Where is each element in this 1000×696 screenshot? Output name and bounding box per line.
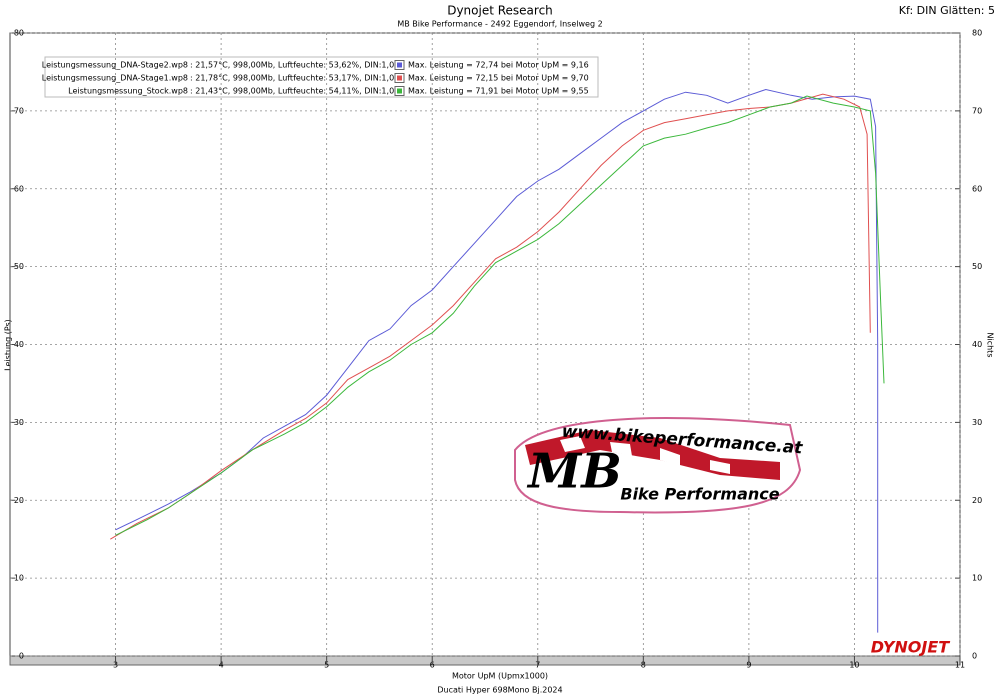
corner-note: Kf: DIN Glätten: 5 <box>899 4 995 17</box>
x-axis-label: Motor UpM (Upmx1000) <box>452 672 548 681</box>
logo-checks <box>560 436 730 474</box>
y2-tick-label: 50 <box>972 262 982 271</box>
legend-box <box>44 56 599 98</box>
y-tick-label: 20 <box>14 496 24 505</box>
y2-tick-label: 60 <box>972 184 982 193</box>
y2-tick-label: 80 <box>972 29 982 38</box>
legend-name: Leistungsmessung_DNA-Stage1.wp8 <box>42 74 188 83</box>
legend-max: Max. Leistung = 72,74 bei Motor UpM = 9,… <box>408 61 589 70</box>
y-tick-label: 60 <box>14 184 24 193</box>
chart-subtitle: MB Bike Performance - 2492 Eggendorf, In… <box>397 20 602 29</box>
series-line <box>115 88 879 633</box>
legend-name: Leistungsmessung_Stock.wp8 <box>68 87 188 96</box>
dynojet-logo: DYNOJET <box>871 638 951 657</box>
y-axis-label: Leistung (Ps) <box>4 319 13 371</box>
series-line <box>115 95 885 536</box>
legend-max: Max. Leistung = 72,15 bei Motor UpM = 9,… <box>408 74 589 83</box>
legend-swatch-fill <box>397 62 402 68</box>
y2-tick-label: 10 <box>972 574 982 583</box>
logo-mb: MB <box>526 444 622 500</box>
legend-info: : 21,43°C, 998,00Mb, Luftfeuchte: 54,11%… <box>190 87 399 96</box>
y2-tick-label: 20 <box>972 496 982 505</box>
axis-strip <box>9 655 961 666</box>
y2-tick-label: 30 <box>972 418 982 427</box>
chart-title: Dynojet Research <box>447 4 553 18</box>
logo-name: Bike Performance <box>620 485 779 504</box>
legend-info: : 21,57°C, 998,00Mb, Luftfeuchte: 53,62%… <box>190 61 399 70</box>
y-tick-label: 30 <box>14 418 24 427</box>
y-tick-label: 40 <box>14 340 24 349</box>
y2-tick-label: 70 <box>972 106 982 115</box>
y-tick-label: 10 <box>14 574 24 583</box>
legend-swatch-fill <box>397 75 402 81</box>
y2-axis-label: Nichts <box>986 333 995 358</box>
legend-info: : 21,78°C, 998,00Mb, Luftfeuchte: 53,17%… <box>190 74 399 83</box>
y2-tick-label: 0 <box>972 652 977 661</box>
legend-max: Max. Leistung = 71,91 bei Motor UpM = 9,… <box>408 87 589 96</box>
y2-tick-label: 40 <box>972 340 982 349</box>
footer: Ducati Hyper 698Mono Bj.2024 <box>437 686 562 695</box>
y-tick-label: 80 <box>14 29 24 38</box>
y-tick-label: 70 <box>14 106 24 115</box>
logo <box>514 417 802 514</box>
legend-swatch-fill <box>397 88 402 94</box>
y-tick-label: 50 <box>14 262 24 271</box>
legend-name: Leistungsmessung_DNA-Stage2.wp8 <box>42 61 188 70</box>
